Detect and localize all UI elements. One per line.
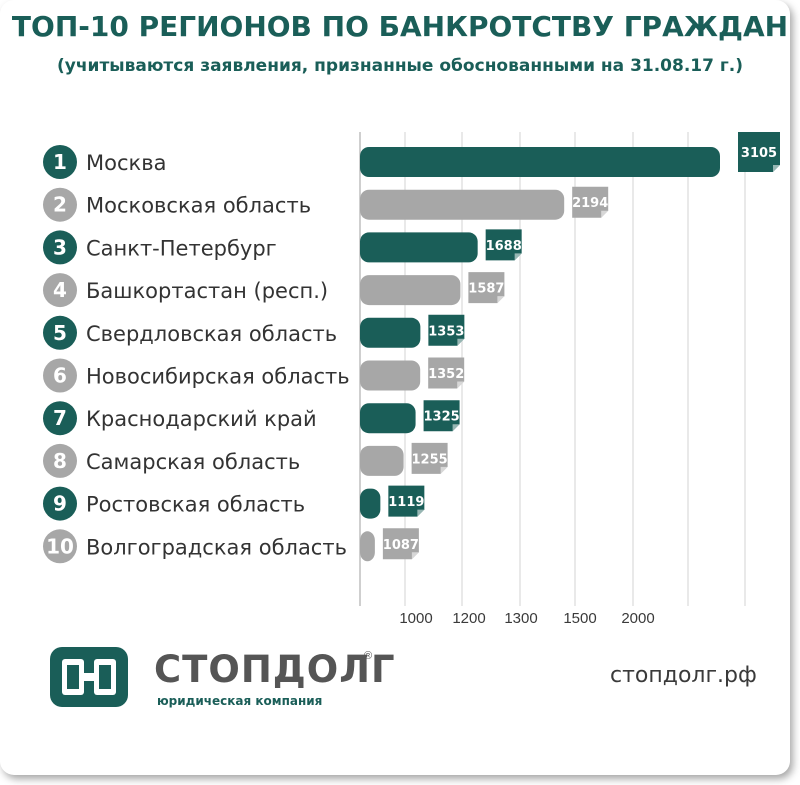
- value-tag: [411, 442, 448, 474]
- bar: [360, 317, 421, 348]
- rank-number: 8: [53, 449, 67, 473]
- bar: [360, 189, 565, 220]
- category-label: Новосибирская область: [86, 365, 350, 389]
- value-tag-fold: [411, 552, 419, 560]
- value-tag: [423, 400, 460, 432]
- category-label: Московская область: [86, 194, 311, 218]
- value-label: 1587: [468, 282, 504, 297]
- site-link[interactable]: стопдолг.рф: [610, 663, 757, 688]
- category-label: Москва: [86, 151, 166, 175]
- value-label: 1352: [428, 367, 464, 382]
- rank-badge: [43, 401, 77, 436]
- value-tag: [485, 229, 522, 261]
- bar: [360, 147, 720, 177]
- x-tick-label: 1200: [452, 610, 485, 627]
- value-tag-fold: [457, 338, 465, 346]
- value-label: 1087: [383, 538, 419, 553]
- rank-number: 2: [53, 193, 67, 217]
- category-label: Самарская область: [86, 450, 300, 474]
- x-tick-label: 2000: [621, 610, 654, 627]
- value-label: 1119: [388, 495, 424, 510]
- rank-number: 6: [53, 364, 67, 388]
- value-tag-fold: [773, 165, 780, 172]
- value-tag-fold: [497, 296, 505, 304]
- rank-number: 3: [53, 235, 67, 259]
- category-label: Ростовская область: [86, 493, 305, 517]
- brand-tagline: юридическая компания: [157, 694, 323, 708]
- brand-registered-mark: ®: [364, 650, 373, 662]
- category-label: Волгоградская область: [86, 535, 347, 559]
- rank-badge: [43, 145, 77, 179]
- bar: [360, 232, 478, 263]
- x-tick-label: 1000: [399, 610, 432, 627]
- value-label: 1255: [412, 452, 448, 467]
- rank-badge: [43, 443, 77, 478]
- rank-badge: [43, 486, 77, 521]
- chart-subtitle: (учитываются заявления, признанные обосн…: [57, 56, 743, 76]
- rank-badge: [43, 273, 77, 308]
- bar: [360, 360, 421, 391]
- rank-number: 5: [53, 321, 67, 345]
- value-tag-fold: [601, 210, 609, 218]
- value-tag: [428, 357, 465, 389]
- x-tick-label: 1500: [563, 610, 596, 627]
- value-label: 3105: [741, 146, 777, 161]
- bar: [360, 403, 416, 434]
- rank-badge: [43, 187, 77, 222]
- bar: [360, 531, 375, 562]
- category-label: Башкортастан (респ.): [86, 279, 328, 303]
- rank-badge: [43, 230, 77, 265]
- brand-name: СТОПДОЛГ: [154, 648, 396, 691]
- chart-title: ТОП-10 РЕГИОНОВ ПО БАНКРОТСТВУ ГРАЖДАН: [11, 10, 789, 43]
- value-label: 1688: [486, 239, 522, 254]
- category-label: Санкт-Петербург: [86, 236, 277, 260]
- value-tag-fold: [457, 381, 465, 389]
- value-label: 2194: [572, 196, 608, 211]
- logo-icon: [48, 645, 130, 714]
- rank-badge: [43, 529, 77, 564]
- rank-number: 10: [46, 534, 74, 558]
- value-tag-fold: [514, 253, 522, 261]
- category-label: Краснодарский край: [86, 407, 317, 431]
- bar: [360, 275, 461, 306]
- value-tag-fold: [417, 509, 425, 517]
- rank-number: 9: [53, 492, 67, 516]
- value-label: 1353: [428, 324, 464, 339]
- x-tick-label: 1300: [504, 610, 537, 627]
- value-tag: [388, 485, 425, 517]
- value-tag: [382, 528, 419, 560]
- rank-number: 7: [53, 406, 67, 430]
- category-label: Свердловская область: [86, 322, 337, 346]
- rank-badge: [43, 315, 77, 350]
- value-tag: [468, 272, 505, 304]
- value-tag: [428, 314, 465, 346]
- value-tag-fold: [440, 466, 448, 474]
- rank-badge: [43, 358, 77, 393]
- value-tag: [572, 186, 609, 218]
- rank-number: 1: [53, 150, 67, 174]
- value-label: 1325: [423, 410, 459, 425]
- rank-number: 4: [53, 278, 67, 302]
- bar: [360, 488, 381, 519]
- value-tag-fold: [452, 424, 460, 432]
- value-tag: [738, 132, 780, 172]
- bar: [360, 445, 404, 476]
